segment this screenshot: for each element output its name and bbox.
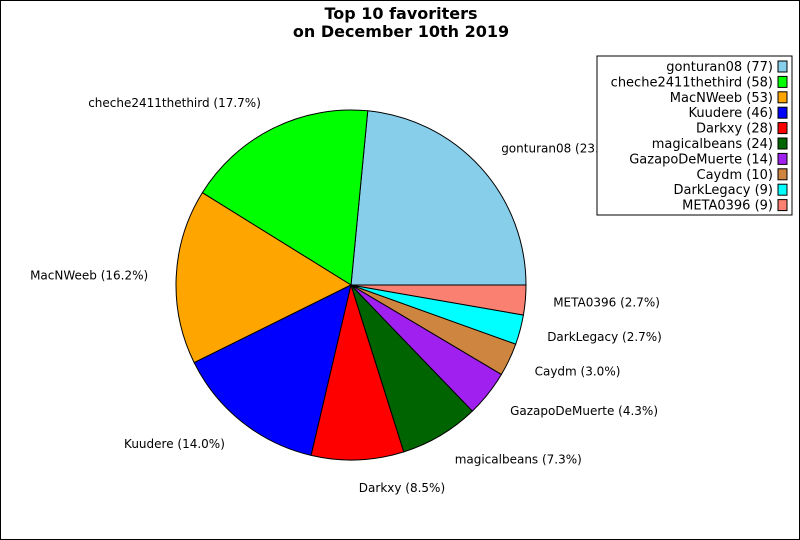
slice-label-GazapoDeMuerte: GazapoDeMuerte (4.3%): [510, 404, 658, 418]
legend-swatch-cheche2411thethird: [777, 75, 788, 88]
chart-subtitle: on December 10th 2019: [293, 22, 509, 41]
slice-label-cheche2411thethird: cheche2411thethird (17.7%): [88, 96, 261, 110]
legend-label-Caydm: Caydm (10): [697, 168, 773, 183]
slice-label-Kuudere: Kuudere (14.0%): [124, 437, 225, 451]
slice-MacNWeeb: [175, 192, 353, 364]
slice-label-magicalbeans: magicalbeans (7.3%): [455, 453, 582, 467]
chart-title: Top 10 favoriters: [324, 4, 477, 23]
legend-swatch-MacNWeeb: [777, 91, 788, 104]
slice-label-Darkxy: Darkxy (8.5%): [359, 481, 445, 495]
legend-swatch-Caydm: [777, 168, 788, 181]
legend-label-magicalbeans: magicalbeans (24): [652, 137, 773, 152]
slice-Darkxy: [310, 283, 405, 461]
legend-label-Darkxy: Darkxy (28): [696, 122, 773, 137]
slice-label-Caydm: Caydm (3.0%): [535, 365, 621, 379]
legend-label-gonturan08: gonturan08 (77): [666, 60, 773, 75]
slice-label-DarkLegacy: DarkLegacy (2.7%): [547, 330, 662, 344]
legend-swatch-DarkLegacy: [777, 183, 788, 196]
pie-slices: [175, 109, 527, 461]
legend-swatch-Darkxy: [777, 122, 788, 135]
legend-swatch-META0396: [777, 199, 788, 212]
legend-label-META0396: META0396 (9): [682, 199, 773, 214]
legend-box: [596, 55, 793, 216]
legend: gonturan08 (77)cheche2411thethird (58)Ma…: [596, 55, 793, 216]
legend-label-DarkLegacy: DarkLegacy (9): [674, 183, 773, 198]
legend-label-MacNWeeb: MacNWeeb (53): [670, 91, 773, 106]
legend-label-GazapoDeMuerte: GazapoDeMuerte (14): [629, 152, 773, 167]
legend-swatch-GazapoDeMuerte: [777, 152, 788, 165]
legend-swatch-magicalbeans: [777, 137, 788, 150]
slice-gonturan08: [350, 110, 527, 286]
slice-label-gonturan08: gonturan08 (23.5%): [501, 142, 622, 156]
legend-label-cheche2411thethird: cheche2411thethird (58): [611, 75, 773, 90]
slice-labels: gonturan08 (23.5%) cheche2411thethird (17…: [30, 96, 662, 495]
legend-swatch-Kuudere: [777, 106, 788, 119]
slice-label-META0396: META0396 (2.7%): [553, 296, 660, 310]
slice-cheche2411thethird: [201, 109, 369, 286]
legend-swatch-gonturan08: [777, 60, 788, 73]
slice-META0396: [350, 284, 527, 316]
slice-Kuudere: [193, 284, 352, 457]
legend-label-Kuudere: Kuudere (46): [689, 106, 773, 121]
slice-label-MacNWeeb: MacNWeeb (16.2%): [30, 268, 148, 282]
